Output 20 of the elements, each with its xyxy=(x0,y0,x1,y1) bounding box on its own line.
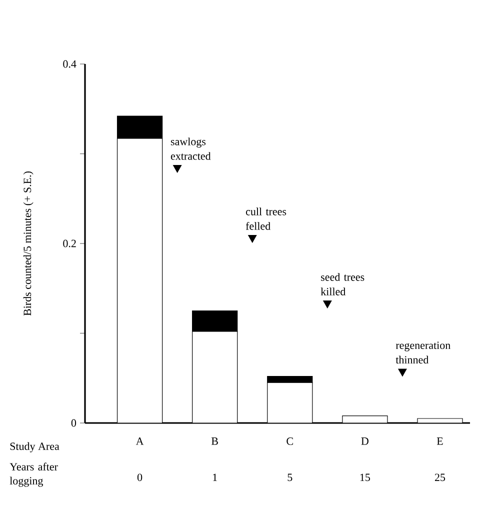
annotation: cull trees felled xyxy=(246,208,286,230)
text: 1 xyxy=(213,474,217,481)
x-tick-label: D xyxy=(361,438,368,445)
text: 0 xyxy=(137,474,142,482)
text: 5 xyxy=(288,474,292,482)
text: 25 xyxy=(434,474,446,482)
annotation: regeneration thinned xyxy=(396,342,450,364)
y-axis-title: Birds counted/5 minutes (+ S.E.) xyxy=(23,172,34,316)
y-tick-label: 0 xyxy=(71,419,76,427)
x-axis-title: Study Area xyxy=(10,442,60,452)
y-tick-label: 0.4 xyxy=(63,60,76,68)
x-tick-label: C xyxy=(286,438,293,445)
annotation: sawlogs extracted xyxy=(170,138,211,160)
y-tick-label: 0.2 xyxy=(63,240,76,248)
text: 15 xyxy=(360,474,370,482)
x-tick-label: A xyxy=(136,438,144,445)
x-tick-label: B xyxy=(211,438,218,445)
annotation: seed trees killed xyxy=(320,273,364,296)
text: Years after logging xyxy=(10,462,58,487)
x-tick-label: E xyxy=(436,438,443,445)
